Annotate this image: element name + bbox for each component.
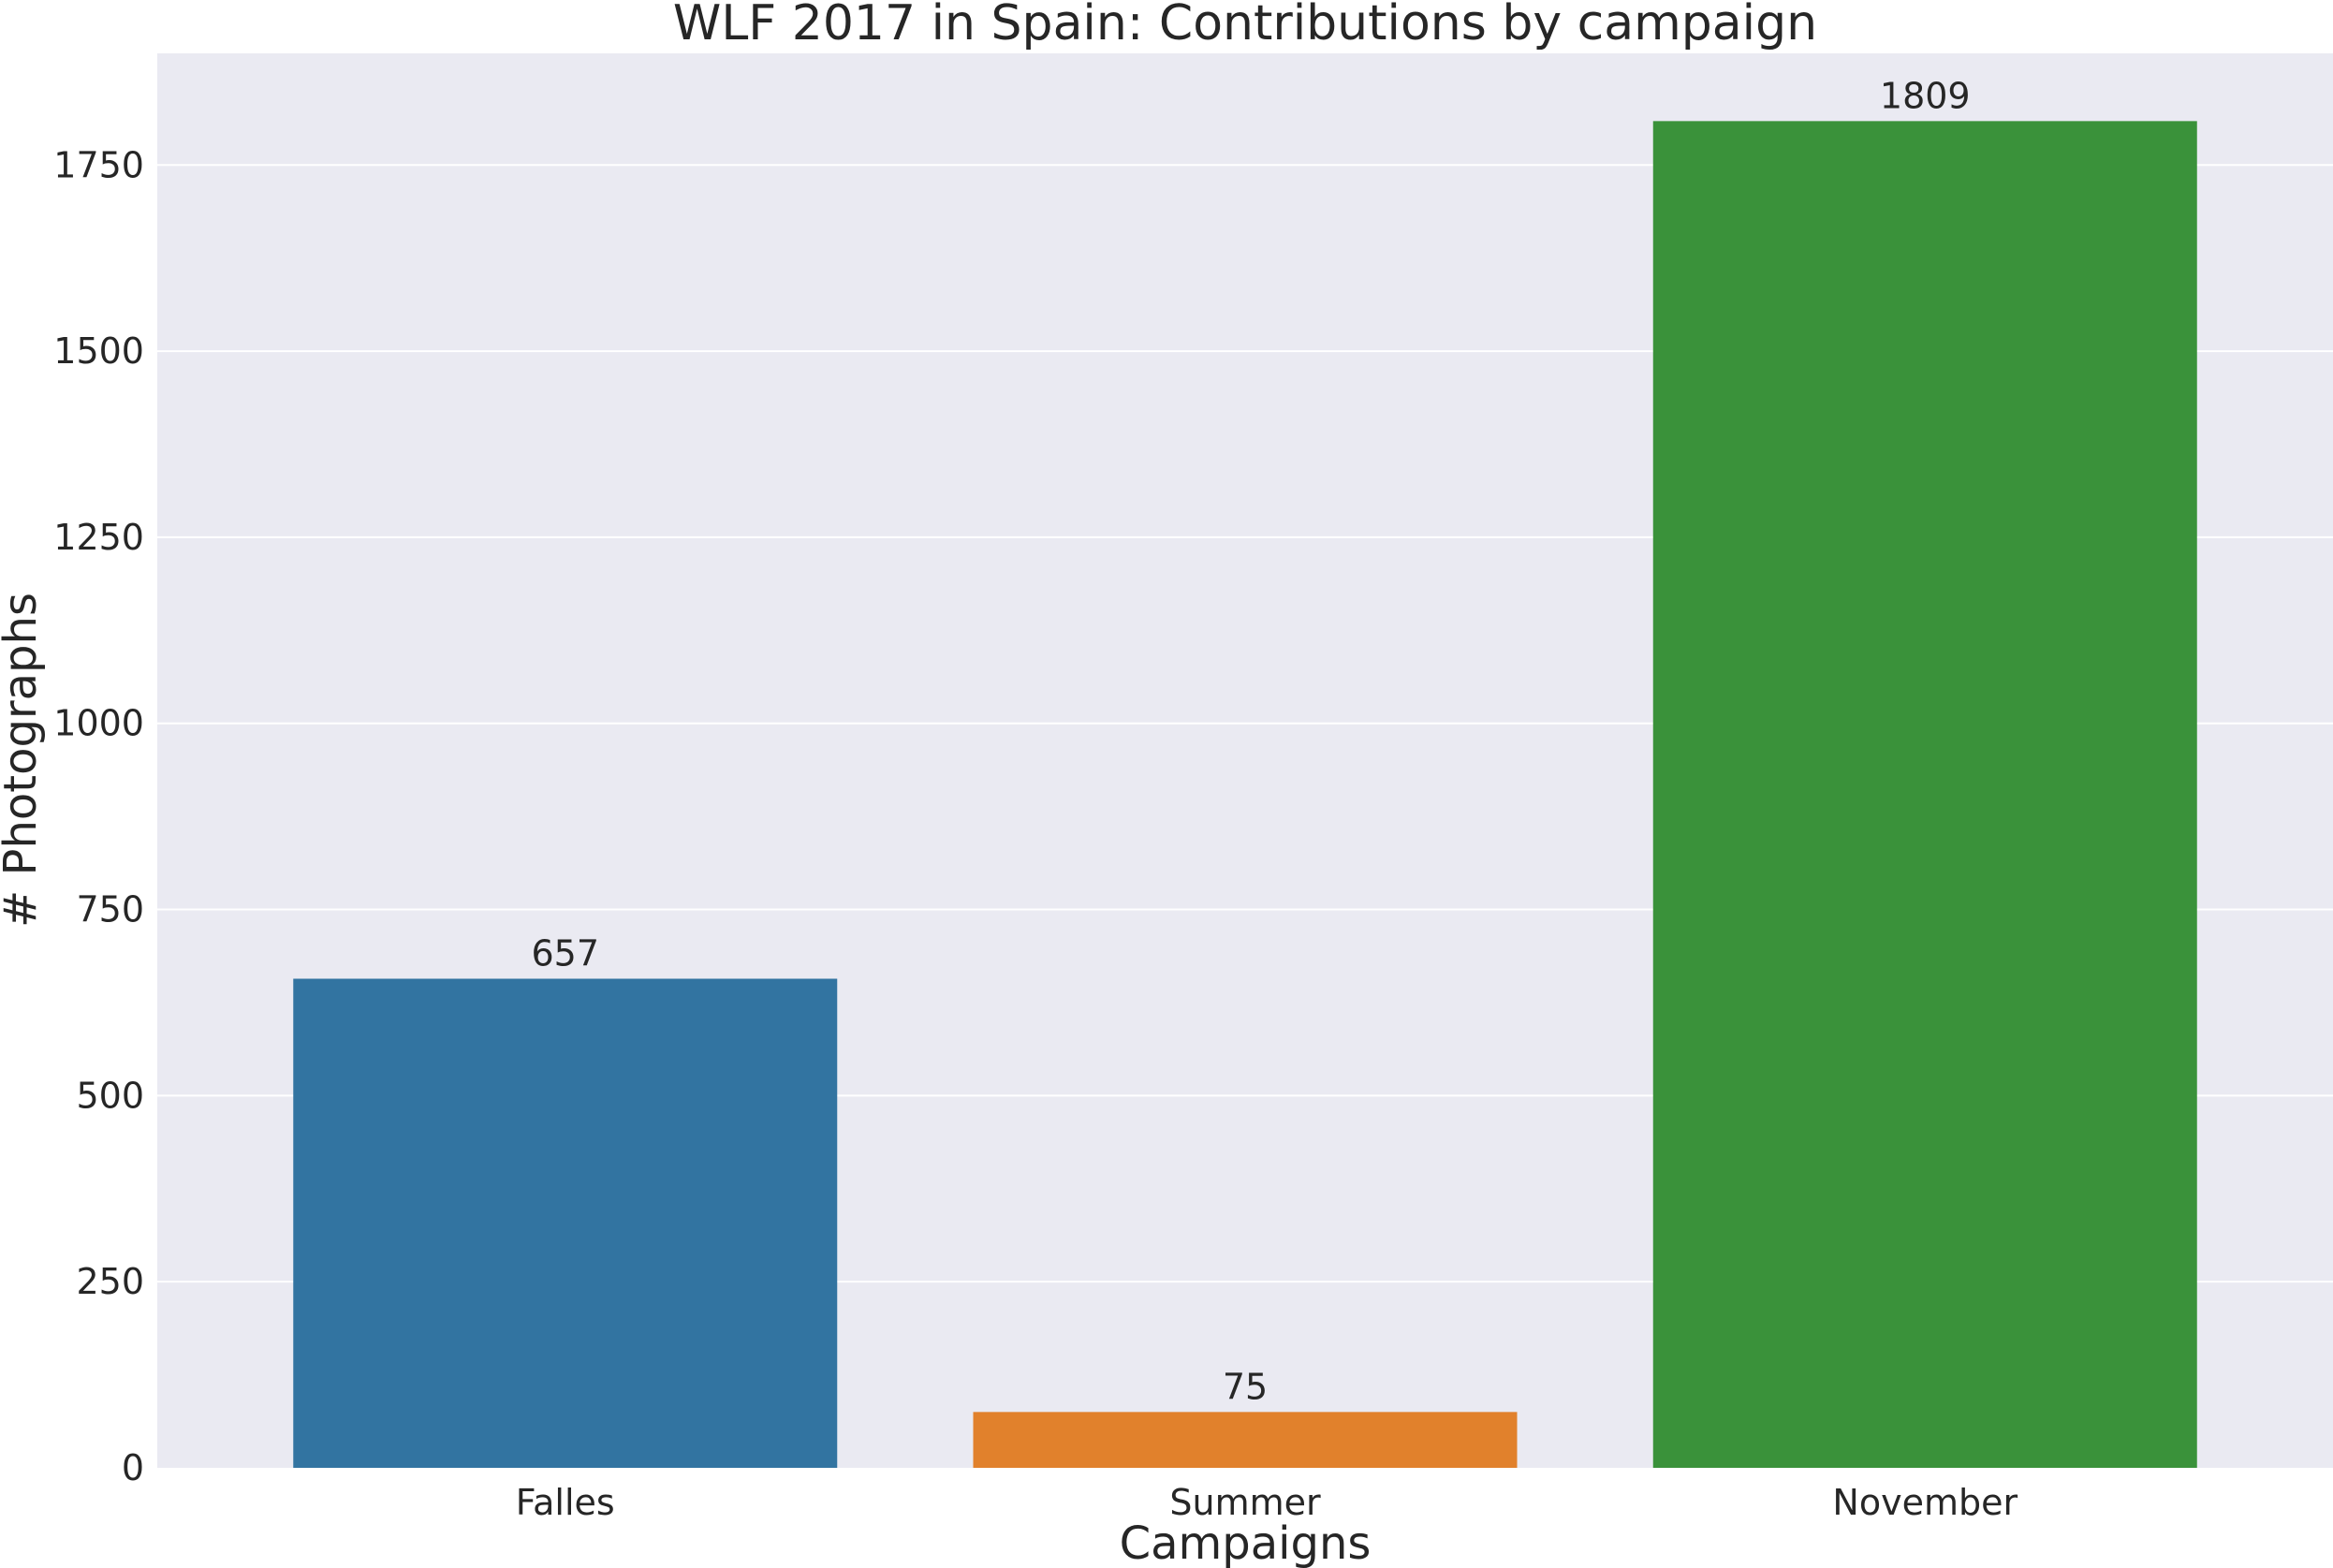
y-tick-label: 500 — [76, 1075, 144, 1116]
y-tick-labels: 0 250 500 750 1000 1250 1500 1750 — [53, 144, 144, 1488]
y-tick-label: 250 — [76, 1261, 144, 1302]
y-tick-label: 1750 — [53, 144, 144, 185]
y-axis-label: # Photographs — [0, 593, 47, 928]
x-tick-label: November — [1832, 1482, 2018, 1523]
data-label: 657 — [531, 933, 599, 975]
y-tick-label: 1000 — [53, 703, 144, 744]
x-tick-labels: Falles Summer November — [516, 1482, 2018, 1523]
bars — [293, 121, 2197, 1469]
y-tick-label: 1500 — [53, 330, 144, 372]
x-tick-label: Summer — [1169, 1482, 1321, 1523]
data-label: 1809 — [1880, 75, 1971, 116]
data-labels: 657 75 1809 — [531, 75, 1970, 1407]
x-tick-label: Falles — [516, 1482, 615, 1523]
y-tick-label: 750 — [76, 889, 144, 931]
chart-title: WLF 2017 in Spain: Contributions by camp… — [673, 0, 1817, 51]
y-tick-label: 1250 — [53, 517, 144, 558]
x-axis-label: Campaigns — [1120, 1517, 1372, 1568]
data-label: 75 — [1223, 1366, 1268, 1407]
y-tick-label: 0 — [122, 1447, 144, 1488]
bar — [1652, 121, 2197, 1469]
bar — [293, 978, 838, 1468]
bar — [973, 1412, 1518, 1468]
